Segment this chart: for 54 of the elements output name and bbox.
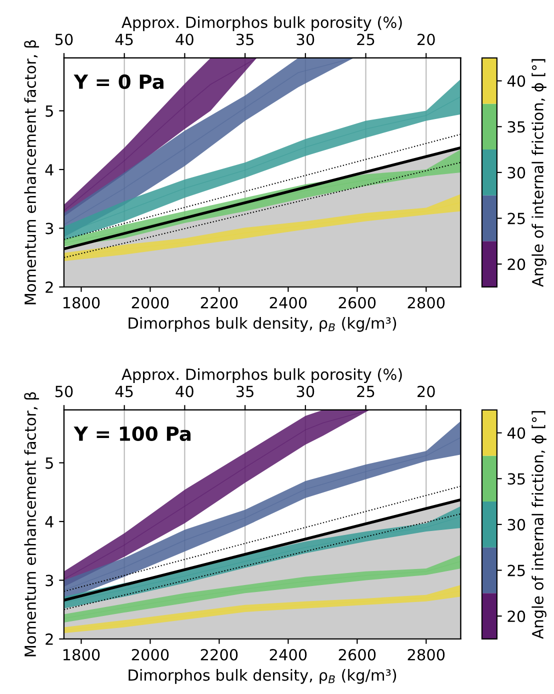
x-tick-label: 2600 (338, 296, 376, 309)
color-bar-label: 25 (508, 212, 525, 224)
x-tick-label: 2200 (200, 648, 238, 661)
x-tick-label: 2000 (132, 296, 169, 309)
x-axis-title: Dimorphos bulk density, ρ$_{B}$ (kg/m³) (128, 669, 396, 684)
x2-tick-label: 50 (55, 386, 73, 398)
x2-tick-label: 45 (115, 386, 133, 398)
x2-tick-label: 40 (176, 386, 194, 398)
x2-axis-title: Approx. Dimorphos bulk porosity (%) (122, 368, 402, 384)
x-tick-label: 2400 (270, 648, 307, 661)
y-axis-title: Momentum enhancement factor, β (24, 392, 39, 656)
x2-tick-label: 45 (115, 34, 133, 46)
x2-tick-label: 35 (236, 386, 254, 398)
annotation: Y = 100 Pa (74, 426, 191, 442)
x2-tick-label: 25 (357, 386, 374, 398)
y-tick-label: 3 (46, 222, 54, 234)
x-tick-label: 2800 (408, 296, 445, 309)
color-bar-label: 20 (508, 610, 526, 622)
color-bar-label: 25 (508, 564, 525, 576)
y-axis-title: Momentum enhancement factor, β (24, 40, 39, 304)
color-bar-label: 35 (508, 121, 525, 133)
y-tick-label: 5 (46, 105, 53, 117)
y-tick-label: 4 (45, 516, 54, 528)
x-tick-label: 2600 (338, 648, 376, 661)
y-tick-label: 5 (46, 457, 53, 469)
color-bar-label: 40 (507, 427, 526, 439)
y-tick-label: 4 (45, 164, 54, 176)
x-tick-label: 2200 (200, 296, 238, 309)
annotation: Y = 0 Pa (74, 74, 164, 90)
color-bar-label: 35 (508, 473, 525, 485)
x2-axis-title: Approx. Dimorphos bulk porosity (%) (122, 16, 402, 32)
x2-tick-label: 25 (357, 34, 374, 46)
x-tick-label: 2400 (270, 296, 307, 309)
x-tick-label: 1800 (63, 296, 100, 309)
y-tick-label: 2 (46, 633, 53, 645)
x2-tick-label: 20 (418, 34, 435, 46)
x2-tick-label: 20 (418, 386, 435, 398)
y-tick-label: 2 (46, 281, 53, 293)
x2-tick-label: 30 (296, 386, 314, 398)
y-tick-label: 3 (46, 574, 54, 586)
x-tick-label: 2000 (132, 648, 169, 661)
x2-tick-label: 30 (296, 34, 314, 46)
color-bar-label: 30 (508, 166, 526, 178)
x2-tick-label: 50 (55, 34, 73, 46)
color-bar-title: Angle of internal friction, ϕ [°] (532, 411, 546, 639)
x2-tick-label: 35 (236, 34, 254, 46)
x2-tick-label: 40 (176, 34, 194, 46)
color-bar-title: Angle of internal friction, ϕ [°] (532, 59, 546, 287)
color-bar-label: 20 (508, 258, 526, 270)
x-tick-label: 1800 (63, 648, 100, 661)
color-bar-label: 30 (508, 518, 526, 530)
x-tick-label: 2800 (408, 648, 445, 661)
x-axis-title: Dimorphos bulk density, ρ$_{B}$ (kg/m³) (128, 317, 396, 332)
color-bar-label: 40 (507, 75, 526, 87)
